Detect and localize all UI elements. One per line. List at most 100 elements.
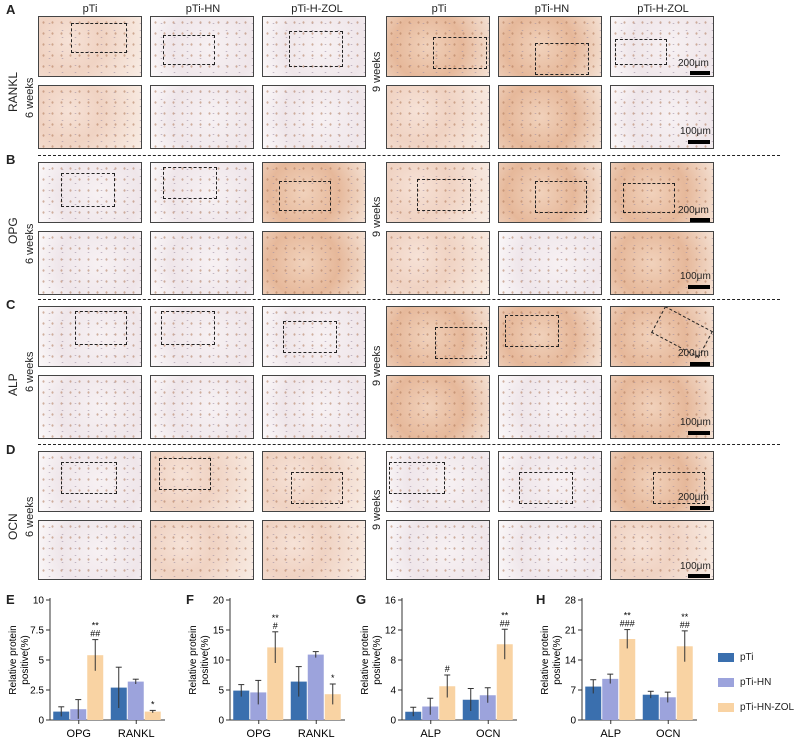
y-tick-label: 15 bbox=[213, 626, 225, 637]
significance-mark: # bbox=[273, 621, 278, 631]
significance-mark: ** bbox=[272, 613, 280, 623]
bar bbox=[676, 646, 693, 720]
scale-bar-a-low bbox=[690, 71, 710, 75]
bar bbox=[267, 647, 284, 720]
micrograph-a-ptihzol-9-high bbox=[610, 85, 714, 149]
bar bbox=[496, 644, 513, 720]
roi-box bbox=[653, 472, 705, 504]
scale-bar-c-low bbox=[690, 362, 710, 366]
y-tick-label: 0 bbox=[570, 716, 576, 727]
significance-mark: ## bbox=[680, 620, 690, 630]
bar bbox=[659, 697, 676, 720]
micrograph-c-ptihn-6-high bbox=[150, 375, 254, 439]
y-tick-label: 5 bbox=[218, 686, 224, 697]
legend-item-ptihnzol: pTi-HN-ZOL bbox=[718, 702, 794, 713]
bar bbox=[144, 711, 161, 720]
weeks-label-a6: 6 weeks bbox=[24, 77, 36, 118]
micrograph-a-ptihn-6-high bbox=[150, 85, 254, 149]
roi-box bbox=[435, 327, 487, 359]
micrograph-d-ptihn-6-high bbox=[150, 520, 254, 580]
micrograph-a-ptihn-9-high bbox=[498, 85, 602, 149]
scale-bar-label-d-low: 200μm bbox=[678, 492, 709, 503]
micrograph-b-ptihn-9-high bbox=[498, 231, 602, 295]
weeks-label-c6: 6 weeks bbox=[24, 351, 36, 392]
bar bbox=[642, 694, 659, 720]
y-tick-label: 10 bbox=[33, 596, 45, 607]
scale-bar-label-b-low: 200μm bbox=[678, 205, 709, 216]
weeks-label-b6: 6 weeks bbox=[24, 223, 36, 264]
scale-bar-label-a-high: 100μm bbox=[680, 126, 711, 137]
y-tick-label: 14 bbox=[565, 656, 577, 667]
micrograph-d-ptihn-6-low bbox=[150, 451, 254, 512]
significance-mark: * bbox=[331, 673, 335, 683]
panel-label-f: F bbox=[186, 592, 194, 607]
panel-label-a: A bbox=[6, 2, 16, 17]
weeks-label-b9: 9 weeks bbox=[371, 196, 383, 237]
micrograph-b-pti-6-high bbox=[38, 231, 142, 295]
significance-mark: ## bbox=[90, 629, 100, 639]
micrograph-c-ptihn-9-high bbox=[498, 375, 602, 439]
roi-box bbox=[417, 179, 471, 211]
panel-label-d: D bbox=[6, 442, 16, 457]
y-tick-label: 0 bbox=[218, 716, 224, 727]
y-tick-label: 16 bbox=[385, 596, 397, 607]
x-tick-label: ALP bbox=[600, 728, 621, 740]
micrograph-a-pti-9-high bbox=[386, 85, 490, 149]
bar bbox=[290, 681, 307, 720]
roi-box bbox=[535, 43, 589, 75]
scale-bar-b-high bbox=[688, 285, 710, 289]
micrograph-c-pti-9-high bbox=[386, 375, 490, 439]
micrograph-a-ptihzol-6-high bbox=[262, 85, 366, 149]
legend-label-ptihn: pTi-HN bbox=[740, 677, 772, 688]
significance-mark: ** bbox=[92, 621, 100, 631]
weeks-label-c9: 9 weeks bbox=[371, 345, 383, 386]
stain-label-alp: ALP bbox=[6, 373, 20, 396]
y-axis-label: positive(%) bbox=[20, 635, 31, 684]
roi-box bbox=[519, 472, 573, 504]
roi-box bbox=[289, 31, 343, 67]
micrograph-c-ptihzol-6-low bbox=[262, 306, 366, 367]
bar bbox=[233, 690, 250, 720]
scale-bar-label-c-low: 200μm bbox=[678, 348, 709, 359]
bar bbox=[439, 686, 456, 720]
scale-bar-label-a-low: 200μm bbox=[678, 58, 709, 69]
roi-box bbox=[615, 39, 667, 65]
y-tick-label: 20 bbox=[213, 596, 225, 607]
scale-bar-d-low bbox=[690, 506, 710, 510]
bar bbox=[307, 654, 324, 720]
roi-box bbox=[389, 462, 445, 494]
roi-box bbox=[161, 311, 215, 345]
panel-label-e: E bbox=[6, 592, 15, 607]
significance-mark: ** bbox=[501, 610, 509, 620]
significance-mark: ** bbox=[624, 611, 632, 621]
legend-item-ptihn: pTi-HN bbox=[718, 677, 794, 688]
section-divider bbox=[38, 444, 780, 445]
roi-box bbox=[71, 23, 127, 53]
y-tick-label: 7.5 bbox=[30, 626, 44, 637]
roi-box bbox=[505, 315, 559, 347]
micrograph-a-ptihzol-9-low bbox=[610, 16, 714, 77]
roi-box bbox=[159, 458, 211, 490]
column-header-ptihn-6: pTi-HN bbox=[185, 3, 221, 15]
y-tick-label: 0 bbox=[390, 716, 396, 727]
micrograph-d-pti-6-high bbox=[38, 520, 142, 580]
legend-label-ptihnzol: pTi-HN-ZOL bbox=[740, 702, 795, 713]
y-axis-label: Relative protein bbox=[8, 625, 19, 694]
micrograph-c-pti-9-low bbox=[386, 306, 490, 367]
scale-bar-label-c-high: 100μm bbox=[680, 417, 711, 428]
roi-box bbox=[75, 311, 127, 345]
y-axis-label: Relative protein bbox=[540, 625, 551, 694]
bar-chart-h: Relative protein positive(%)07142128**###… bbox=[540, 596, 697, 740]
micrograph-d-ptihn-9-low bbox=[498, 451, 602, 512]
column-header-pti-9: pTi bbox=[431, 3, 447, 15]
micrograph-c-ptihzol-9-high bbox=[610, 375, 714, 439]
panel-label-h: H bbox=[536, 592, 546, 607]
significance-mark: * bbox=[151, 699, 155, 709]
x-tick-label: RANKL bbox=[118, 728, 155, 740]
scale-bar-b-low bbox=[690, 218, 710, 222]
legend-swatch-ptihnzol bbox=[718, 703, 734, 712]
legend-label-pti: pTi bbox=[740, 652, 754, 663]
roi-box bbox=[279, 181, 331, 211]
roi-box bbox=[291, 472, 343, 504]
significance-mark: ### bbox=[620, 619, 635, 629]
